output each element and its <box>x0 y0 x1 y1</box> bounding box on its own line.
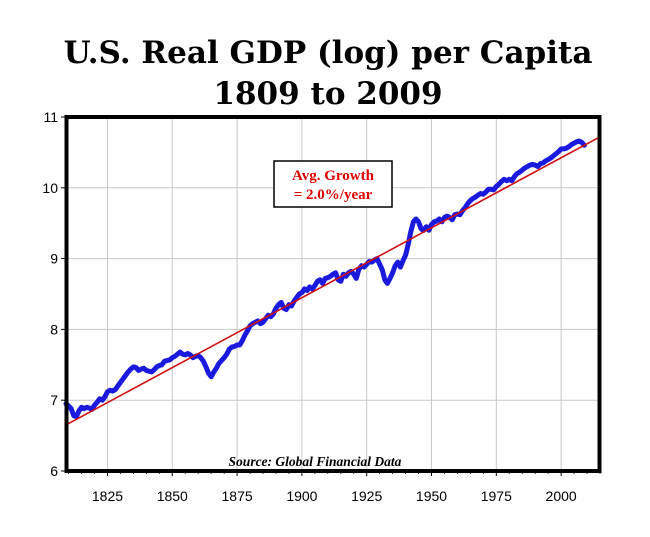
trend-line <box>65 136 601 426</box>
annotation-line1: Avg. Growth <box>292 168 375 184</box>
y-tick-label-8: 8 <box>50 321 58 337</box>
plot-frame <box>64 115 602 473</box>
series-layer <box>63 136 601 426</box>
x-tick-label-2000: 2000 <box>546 488 577 504</box>
grid <box>66 117 600 471</box>
chart-title-line2: 1809 to 2009 <box>213 76 442 112</box>
y-tick-label-11: 11 <box>43 109 58 125</box>
gdp-series-line <box>63 138 587 419</box>
growth-annotation: Avg. Growth = 2.0%/year <box>273 160 393 208</box>
chart-title-line1: U.S. Real GDP (log) per Capita <box>64 35 593 71</box>
y-tick-label-7: 7 <box>50 392 58 408</box>
y-tick-label-10: 10 <box>42 180 58 196</box>
x-tick-label-1925: 1925 <box>351 488 382 504</box>
source-note: Source: Global Financial Data <box>229 454 402 469</box>
x-tick-label-1975: 1975 <box>481 488 512 504</box>
y-tick-label-6: 6 <box>50 463 58 479</box>
x-tick-label-1825: 1825 <box>92 488 123 504</box>
x-tick-label-1900: 1900 <box>286 488 317 504</box>
x-tick-label-1950: 1950 <box>416 488 447 504</box>
x-tick-label-1875: 1875 <box>222 488 253 504</box>
annotation-box <box>273 160 393 208</box>
y-tick-label-9: 9 <box>50 251 58 267</box>
annotation-line2: = 2.0%/year <box>294 187 373 203</box>
x-tick-label-1850: 1850 <box>157 488 188 504</box>
